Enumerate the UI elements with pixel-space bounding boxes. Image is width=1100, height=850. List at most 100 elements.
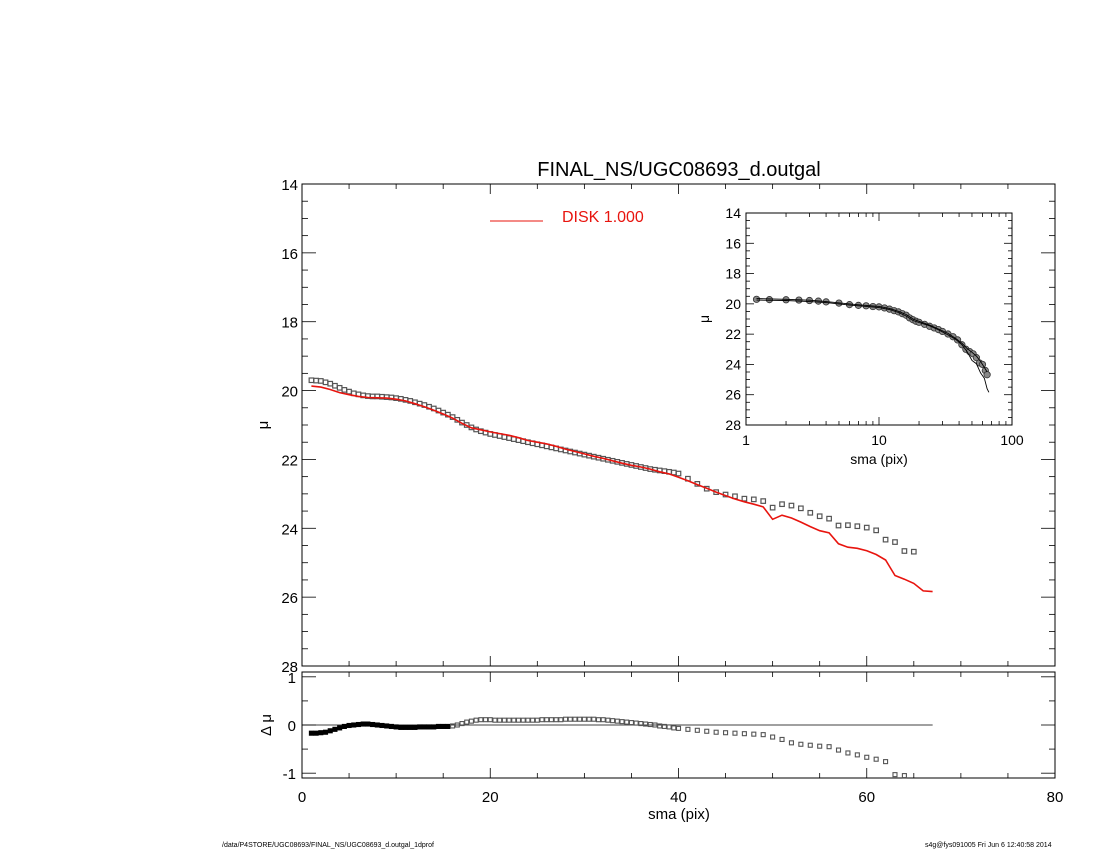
residual-data-point [600, 717, 606, 723]
main-data-point [788, 502, 795, 509]
residual-data-point [337, 725, 343, 731]
residual-data-point [454, 722, 460, 728]
main-data-point [892, 539, 898, 545]
main-data-point [675, 470, 682, 477]
main-data-point [873, 527, 880, 534]
main-data-point [798, 505, 804, 512]
residual-data-point [581, 716, 587, 722]
residual-data-point [473, 717, 479, 723]
inset-y-tick-label: 22 [725, 326, 741, 342]
residual-y-tick-label: -1 [283, 766, 296, 783]
residual-data-point [854, 752, 860, 758]
main-y-tick-label: 24 [281, 521, 298, 538]
inset-data-point [765, 296, 774, 304]
residual-data-point [567, 716, 573, 722]
residual-data-point [628, 720, 634, 726]
residual-data-point [548, 717, 554, 723]
residual-data-point [770, 734, 776, 740]
x-tick-label: 40 [670, 789, 687, 806]
residual-data-point [562, 716, 569, 722]
main-data-point [327, 380, 334, 387]
main-data-point [670, 469, 677, 476]
residual-data-point [393, 724, 399, 730]
inset-data-point [972, 354, 981, 362]
residual-data-point [826, 744, 832, 750]
residual-data-point [723, 730, 729, 736]
residual-data-point [412, 724, 418, 730]
main-data-point [807, 509, 814, 516]
residual-data-point [501, 717, 507, 723]
main-data-point [854, 523, 861, 530]
main-data-point [760, 498, 767, 504]
inset-x-tick-label: 100 [1000, 432, 1024, 448]
residual-data-point [435, 723, 442, 729]
residual-data-point [624, 719, 630, 725]
residual-data-point [817, 743, 823, 749]
residual-data-point [539, 717, 545, 723]
inset-x-tick-label: 1 [742, 432, 750, 448]
inset-y-axis-label: μ [696, 315, 712, 323]
residual-data-point [661, 723, 667, 729]
residual-data-point [459, 721, 465, 727]
residual-data-point [713, 729, 719, 735]
main-y-tick-label: 28 [281, 659, 298, 676]
chart-title: FINAL_NS/UGC08693_d.outgal [537, 159, 821, 181]
residual-data-point [558, 717, 564, 723]
residual-data-point [671, 725, 677, 731]
main-data-point [835, 522, 842, 529]
residual-data-point [544, 717, 550, 723]
residual-data-point [308, 730, 314, 736]
residual-data-point [577, 716, 583, 722]
residual-data-point [572, 716, 578, 722]
main-data-point [882, 536, 889, 543]
x-tick-label: 80 [1047, 789, 1064, 806]
residual-data-point [327, 728, 333, 734]
residual-data-point [322, 729, 329, 735]
residual-data-point [864, 754, 870, 760]
inset-panel: 14 16 18 20 22 24 26 281 10 100 sma (pix) μ [696, 205, 1024, 467]
main-y-tick-label: 16 [281, 246, 298, 263]
main-panel: 14 16 18 20 22 24 26 28 μ DISK 1.000 [255, 177, 1056, 676]
residual-data-point [515, 717, 522, 723]
main-y-tick-label: 26 [281, 590, 298, 607]
residual-data-point [497, 717, 503, 723]
main-data-point [779, 501, 785, 508]
main-y-tick-label: 18 [281, 315, 298, 332]
x-tick-label: 0 [298, 789, 306, 806]
residual-data-point [643, 721, 649, 727]
x-tick-label: 20 [482, 789, 499, 806]
x-axis-label: sma (pix) [648, 806, 710, 823]
residual-data-point [741, 731, 747, 737]
residual-data-point [892, 772, 898, 778]
residual-data-point [379, 722, 385, 729]
residual-data-point [553, 717, 559, 723]
residual-data-point [619, 719, 625, 725]
residual-data-point [351, 722, 357, 728]
main-data-point [308, 377, 315, 384]
residual-data-point [751, 731, 757, 737]
main-y-tick-label: 22 [281, 452, 298, 469]
main-data-point [901, 548, 908, 554]
residual-data-point [384, 723, 390, 729]
residual-data-point [511, 717, 517, 723]
main-model-line [311, 385, 933, 593]
residual-data-point [704, 728, 710, 734]
inset-y-tick-label: 26 [725, 387, 741, 403]
inset-data-point [983, 371, 991, 379]
main-y-axis-label: μ [255, 421, 272, 430]
residual-data-point [591, 716, 597, 722]
residual-data-point [657, 723, 663, 729]
main-data-point [741, 495, 748, 502]
inset-y-tick-label: 28 [725, 417, 741, 433]
residual-data-point [779, 736, 785, 743]
main-data-point [341, 387, 348, 393]
residual-data-point [694, 727, 700, 733]
residual-data-point [431, 724, 437, 730]
residual-data-point [610, 718, 616, 724]
inset-x-tick-label: 10 [871, 432, 887, 448]
main-y-tick-label: 20 [281, 384, 298, 401]
main-data-point [863, 524, 870, 531]
residual-data-point [464, 719, 470, 725]
residual-data-point [398, 724, 404, 730]
